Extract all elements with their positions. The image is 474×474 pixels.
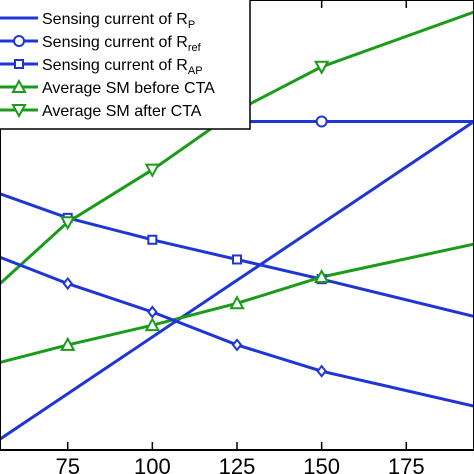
legend-label-1: Sensing current of RP [42,11,195,31]
legend-item-2: Sensing current of Rref [0,34,202,54]
series-line-4 [0,242,474,364]
x-tick-label-4: 150 [303,454,340,474]
legend-marker-5 [11,104,27,119]
legend-marker-4 [11,78,27,93]
x-axis: 75 100 125 150 175 [55,0,425,474]
series-4-point-4 [229,295,245,310]
legend-box [0,0,251,130]
series-6-point-3 [147,305,158,319]
legend: Sensing current of RP Sensing current of … [0,0,251,130]
series-3-point-3 [147,234,158,245]
series-4-point-2 [60,336,76,351]
x-tick-label-1: 75 [55,454,79,474]
series-3-point-4 [232,254,242,265]
series-6-point-2 [62,276,73,291]
series-2-point-5 [315,115,328,128]
x-tick-label-3: 125 [219,454,256,474]
x-tick-label-5: 175 [388,454,425,474]
legend-item-5: Average SM after CTA [0,103,202,120]
legend-marker-2 [13,35,25,47]
legend-label-2: Sensing current of Rref [42,34,202,54]
series-6-point-5 [316,364,327,378]
series-4-point-3 [144,317,161,332]
legend-item-3: Sensing current of RAP [0,57,203,77]
series-line-1 [0,120,474,441]
legend-label-3: Sensing current of RAP [42,57,203,77]
legend-marker-3 [14,59,24,69]
series-line-5 [0,10,474,285]
series-5-point-3 [144,163,161,178]
series-line-6 [0,255,474,408]
legend-item-1: Sensing current of RP [0,11,195,31]
series-5-point-5 [313,60,330,75]
series-5-point-2 [60,216,76,231]
legend-item-4: Average SM before CTA [0,78,215,97]
series-6-point-4 [231,338,243,352]
legend-label-4: Average SM before CTA [42,80,215,97]
legend-label-5: Average SM after CTA [42,103,202,120]
series-line-3 [0,192,474,318]
x-tick-label-2: 100 [134,454,171,474]
series-4-point-5 [313,268,330,283]
